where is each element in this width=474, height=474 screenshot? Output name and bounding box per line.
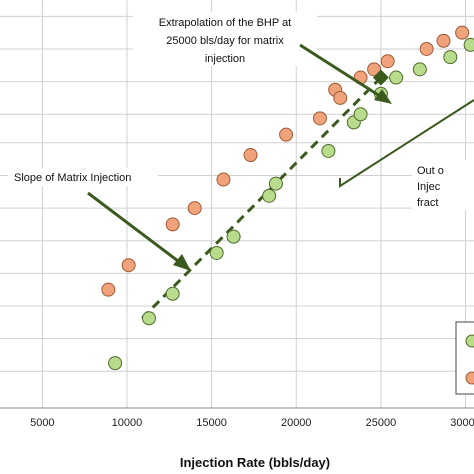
series-0-point-5: [243, 148, 258, 163]
annotation-extrapolation-line-3: injection: [205, 53, 245, 65]
series-0-point-4: [216, 172, 231, 187]
matrix-trendline: [141, 76, 382, 320]
x-tick-label-1: 10000: [112, 417, 143, 429]
extrapolated-point: [372, 69, 389, 86]
x-tick-label-2: 15000: [196, 417, 227, 429]
x-tick-label-5: 30000: [450, 417, 474, 429]
x-tick-label-3: 20000: [281, 417, 312, 429]
x-tick-labels: 5000 10000 15000 20000 25000 30000: [30, 417, 474, 429]
series-1-point-7: [321, 143, 336, 158]
series-1-point-9: [353, 107, 368, 122]
series-0-point-13: [419, 41, 434, 56]
annotation-extrapolation-arrowhead: [374, 89, 392, 104]
annotation-extrapolation-bg: [133, 12, 317, 66]
series-0-point-9: [333, 90, 348, 105]
series-1-point-5: [262, 188, 277, 203]
annotation-slope-bg: [8, 168, 158, 186]
legend-marker-orange: [465, 371, 474, 385]
legend-marker-green: [465, 334, 474, 348]
series-orange-points: [101, 25, 470, 297]
series-0-point-3: [187, 201, 202, 216]
x-axis-label: Injection Rate (bbls/day): [180, 455, 330, 470]
series-1-point-4: [226, 229, 241, 244]
annotation-extrapolation-line-1: Extrapolation of the BHP at: [159, 17, 292, 29]
series-1-point-6: [268, 176, 283, 191]
series-1-point-14: [463, 37, 474, 52]
extrapolated-diamond: [372, 69, 389, 86]
annotation-extrapolation: Extrapolation of the BHP at 25000 bls/da…: [133, 12, 392, 104]
series-1-point-1: [141, 311, 156, 326]
annotation-slope-arrowhead: [173, 254, 191, 271]
series-0-point-14: [436, 33, 451, 48]
series-0-point-1: [121, 258, 136, 273]
series-1-point-12: [412, 62, 427, 77]
annotation-fracture-line-1: Out o: [417, 165, 444, 177]
series-green-points: [108, 37, 474, 371]
annotation-fracture: Out o Injec fract: [339, 99, 474, 210]
series-1-point-2: [165, 286, 180, 301]
annotation-extrapolation-line-2: 25000 bls/day for matrix: [166, 35, 284, 47]
annotation-slope-arrow-shaft: [87, 191, 183, 266]
series-0-point-11: [367, 62, 382, 77]
series-0-point-15: [455, 25, 470, 40]
x-tick-label-4: 25000: [366, 417, 397, 429]
series-1-point-13: [443, 50, 458, 65]
annotation-slope-text: Slope of Matrix Injection: [14, 172, 131, 184]
annotation-slope: Slope of Matrix Injection: [8, 168, 191, 271]
legend: [455, 321, 474, 395]
series-0-point-12: [380, 54, 395, 69]
series-0-point-7: [312, 111, 327, 126]
annotation-fracture-bracket: [339, 99, 474, 188]
series-1-point-11: [389, 70, 404, 85]
series-0-point-6: [279, 127, 294, 142]
series-1-point-0: [108, 356, 123, 371]
annotation-fracture-line-2: Injec: [417, 181, 441, 193]
x-tick-label-0: 5000: [30, 417, 54, 429]
annotation-fracture-line-3: fract: [417, 197, 438, 209]
series-0-point-0: [101, 282, 116, 297]
trendline: [141, 76, 382, 320]
series-1-point-3: [209, 245, 224, 260]
series-0-point-2: [165, 217, 180, 232]
annotation-extrapolation-arrow-shaft: [299, 43, 384, 100]
annotation-fracture-bg: [412, 160, 474, 210]
